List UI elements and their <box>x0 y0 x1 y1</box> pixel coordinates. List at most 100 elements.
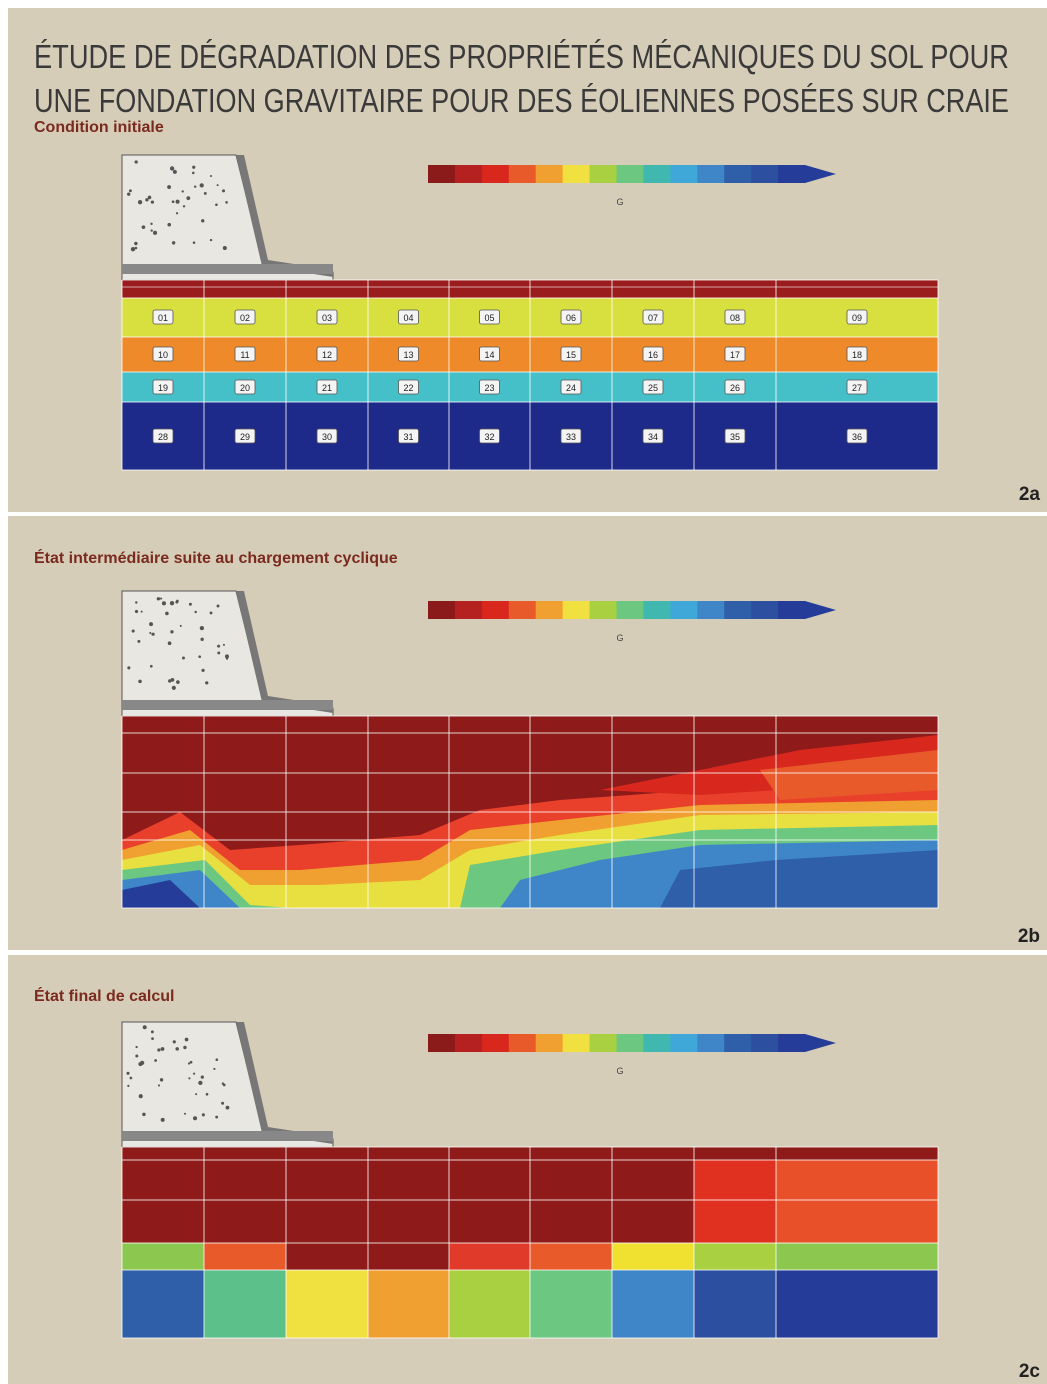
cell-label: 23 <box>484 383 494 393</box>
aggregate <box>151 1037 154 1040</box>
soil-cell <box>694 1200 776 1243</box>
legend-label: G <box>616 197 623 207</box>
soil-cell <box>204 1270 286 1338</box>
soil-cell <box>612 1160 694 1200</box>
aggregate <box>217 645 220 648</box>
aggregate <box>183 1046 186 1049</box>
colorbar-segment <box>724 1034 751 1052</box>
cell-label: 07 <box>648 313 658 323</box>
soil-cell <box>776 1200 938 1243</box>
cell-label: 17 <box>730 350 740 360</box>
aggregate <box>176 680 180 684</box>
panel-subtitle: Condition initiale <box>34 119 164 136</box>
aggregate <box>200 626 204 630</box>
soil-cell <box>204 1200 286 1243</box>
soil-cell <box>122 1160 204 1200</box>
soil-cell <box>368 1200 449 1243</box>
cell-label: 15 <box>566 350 576 360</box>
aggregate <box>137 640 140 643</box>
aggregate <box>193 1073 195 1075</box>
aggregate <box>135 610 138 613</box>
soil-cell <box>368 1160 449 1200</box>
soil-cell <box>612 1243 694 1270</box>
colorbar-segment <box>697 1034 724 1052</box>
colorbar-segment <box>455 1034 482 1052</box>
aggregate <box>132 629 135 632</box>
cell-label: 03 <box>322 313 332 323</box>
aggregate <box>127 1085 129 1087</box>
soil-cell <box>530 1243 612 1270</box>
cell-label: 05 <box>484 313 494 323</box>
aggregate <box>176 200 180 204</box>
soil-cell <box>204 1243 286 1270</box>
cell-label: 06 <box>566 313 576 323</box>
cell-label: 14 <box>484 350 494 360</box>
colorbar-segment <box>643 601 670 619</box>
cell-label: 09 <box>852 313 862 323</box>
aggregate <box>141 611 143 613</box>
colorbar-segment <box>697 601 724 619</box>
soil-cell <box>530 1147 612 1160</box>
aggregate <box>221 1102 224 1105</box>
aggregate <box>198 1081 202 1085</box>
aggregate <box>167 223 171 227</box>
colorbar-segment <box>724 165 751 183</box>
aggregate <box>160 598 162 600</box>
aggregate <box>194 185 196 187</box>
aggregate <box>151 1030 154 1033</box>
aggregate <box>167 185 171 189</box>
aggregate <box>222 189 225 192</box>
colorbar-segment <box>509 165 536 183</box>
colorbar-segment <box>428 1034 455 1052</box>
aggregate <box>194 611 196 613</box>
cell-label: 34 <box>648 432 658 442</box>
colorbar-segment <box>455 165 482 183</box>
cell-label: 19 <box>158 383 168 393</box>
aggregate <box>135 1054 138 1057</box>
colorbar-segment <box>563 601 590 619</box>
cell-label: 16 <box>648 350 658 360</box>
colorbar-segment <box>617 165 644 183</box>
colorbar-segment <box>643 1034 670 1052</box>
panel-subtitle: État final de calcul <box>34 986 174 1005</box>
colorbar-segment <box>751 1034 778 1052</box>
aggregate <box>129 189 132 192</box>
colorbar-segment <box>428 165 455 183</box>
aggregate <box>192 172 195 175</box>
aggregate <box>201 1075 204 1078</box>
cell-label: 01 <box>158 313 168 323</box>
aggregate <box>142 1113 145 1116</box>
colorbar-segment <box>751 601 778 619</box>
panel-label: 2b <box>1018 926 1040 947</box>
aggregate <box>200 638 203 641</box>
soil-cell <box>776 1243 938 1270</box>
cell-label: 29 <box>240 432 250 442</box>
aggregate <box>150 223 152 225</box>
aggregate <box>223 246 227 250</box>
soil-cell <box>530 1270 612 1338</box>
soil-cell <box>694 1243 776 1270</box>
aggregate <box>222 1082 224 1084</box>
soil-cell <box>122 1270 204 1338</box>
cell-label: 10 <box>158 350 168 360</box>
soil-cell <box>449 1160 530 1200</box>
aggregate <box>135 160 138 163</box>
colorbar-segment <box>617 1034 644 1052</box>
aggregate <box>158 1084 160 1086</box>
cell-label: 13 <box>403 350 413 360</box>
figure: ÉTUDE DE DÉGRADATION DES PROPRIÉTÉS MÉCA… <box>0 0 1047 1384</box>
aggregate <box>192 166 195 169</box>
aggregate <box>150 665 153 668</box>
aggregate <box>126 1072 129 1075</box>
colorbar-segment <box>482 1034 509 1052</box>
colorbar-segment <box>455 601 482 619</box>
panel-label: 2c <box>1019 1361 1041 1382</box>
cell-label: 25 <box>648 383 658 393</box>
aggregate <box>226 1106 230 1110</box>
aggregate <box>149 622 153 626</box>
colorbar-segment <box>482 165 509 183</box>
aggregate <box>201 219 204 222</box>
colorbar-segment <box>536 601 563 619</box>
cell-label: 27 <box>852 383 862 393</box>
cell-label: 21 <box>322 383 332 393</box>
